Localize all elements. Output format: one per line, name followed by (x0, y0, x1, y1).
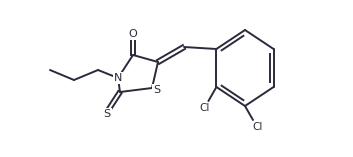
Text: N: N (114, 73, 122, 83)
Text: O: O (128, 29, 137, 39)
Text: S: S (103, 109, 110, 119)
Text: Cl: Cl (253, 122, 263, 132)
Text: S: S (154, 85, 161, 95)
Text: Cl: Cl (199, 103, 210, 113)
